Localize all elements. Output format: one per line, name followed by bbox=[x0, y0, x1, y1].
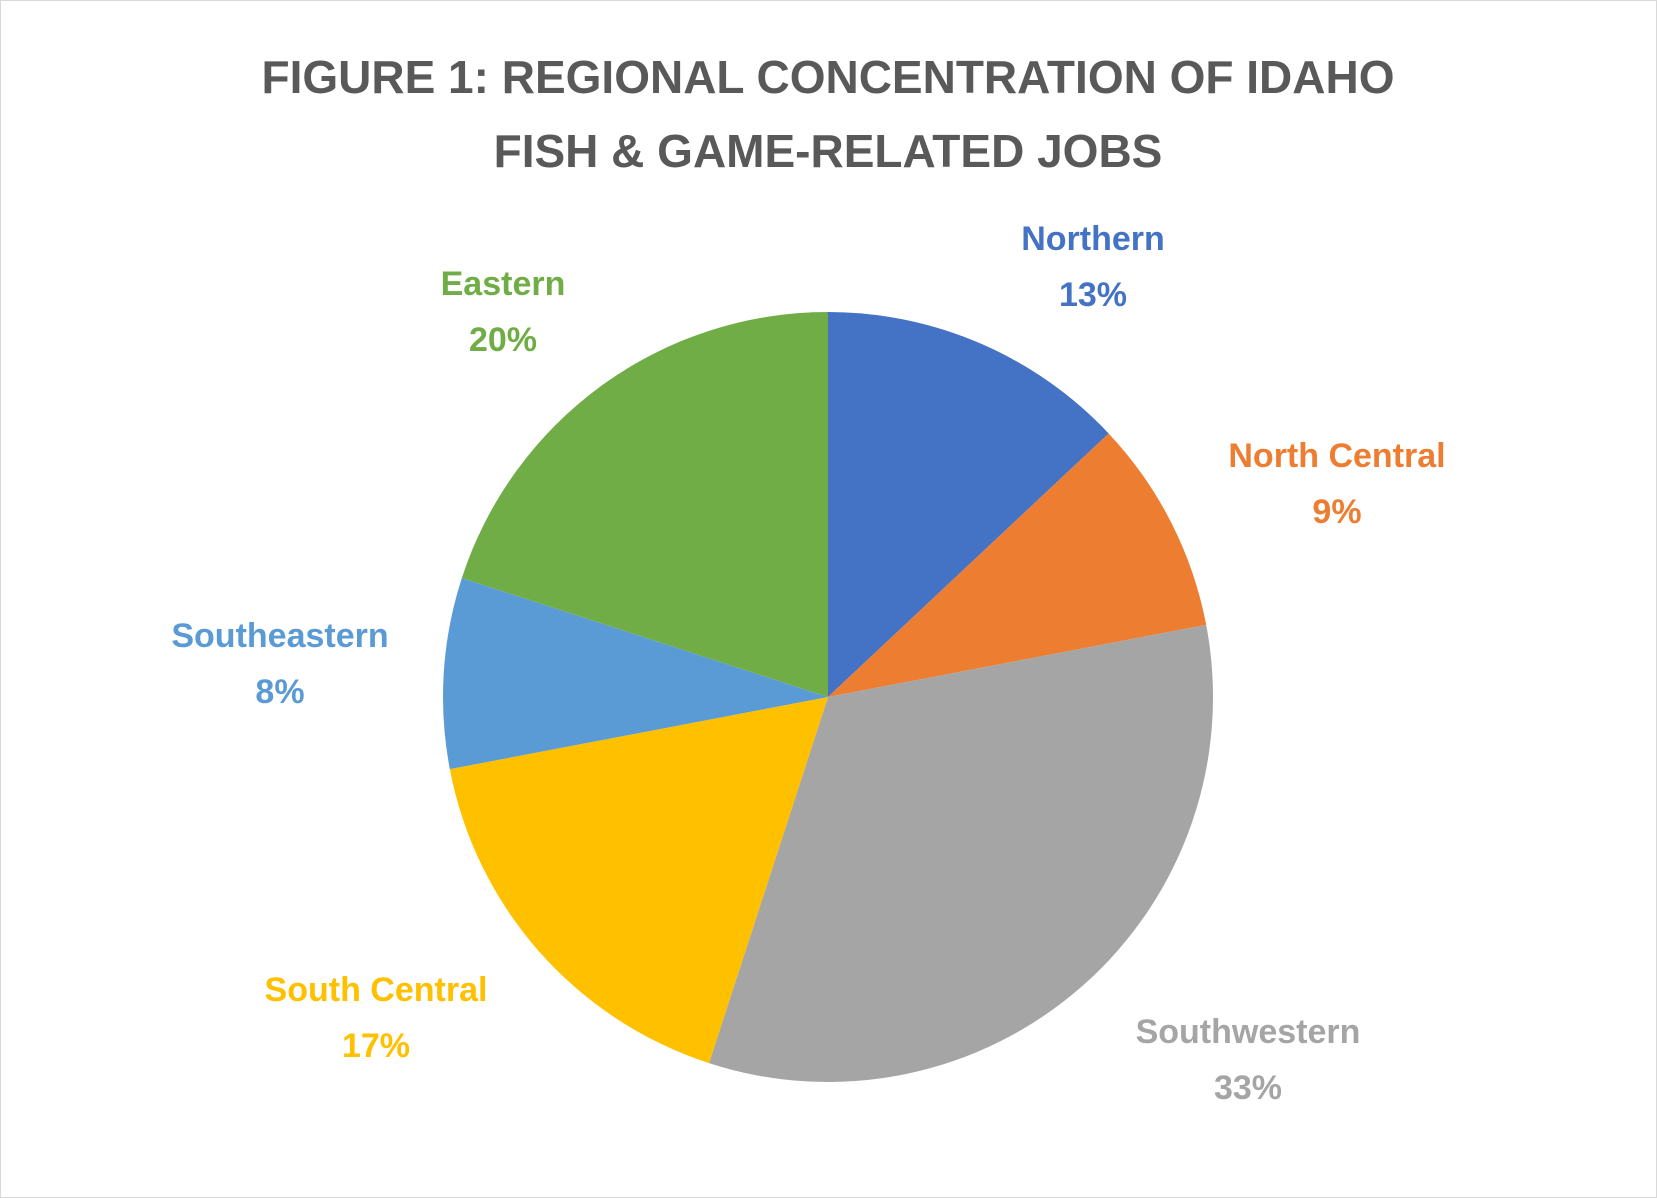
pie-slice bbox=[449, 697, 828, 1064]
slice-value-label: 13% bbox=[1059, 276, 1127, 314]
slice-category-label: South Central bbox=[265, 971, 488, 1009]
slice-category-label: Southwestern bbox=[1136, 1013, 1361, 1051]
slice-category-label: Southeastern bbox=[171, 617, 388, 655]
chart-title: FIGURE 1: REGIONAL CONCENTRATION OF IDAH… bbox=[261, 51, 1395, 177]
slice-category-label: North Central bbox=[1228, 437, 1445, 475]
slice-value-label: 17% bbox=[342, 1027, 410, 1065]
pie-slice bbox=[828, 433, 1207, 697]
slice-category-label: Northern bbox=[1021, 220, 1165, 258]
slice-value-label: 8% bbox=[255, 673, 304, 711]
slice-value-label: 20% bbox=[469, 321, 537, 359]
pie-slice bbox=[461, 311, 828, 697]
slice-category-label: Eastern bbox=[441, 265, 566, 303]
pie-slice bbox=[442, 578, 828, 770]
pie-slice bbox=[709, 624, 1213, 1082]
slice-value-label: 9% bbox=[1312, 493, 1361, 531]
pie-slice bbox=[828, 312, 1109, 697]
slice-value-label: 33% bbox=[1214, 1069, 1282, 1107]
